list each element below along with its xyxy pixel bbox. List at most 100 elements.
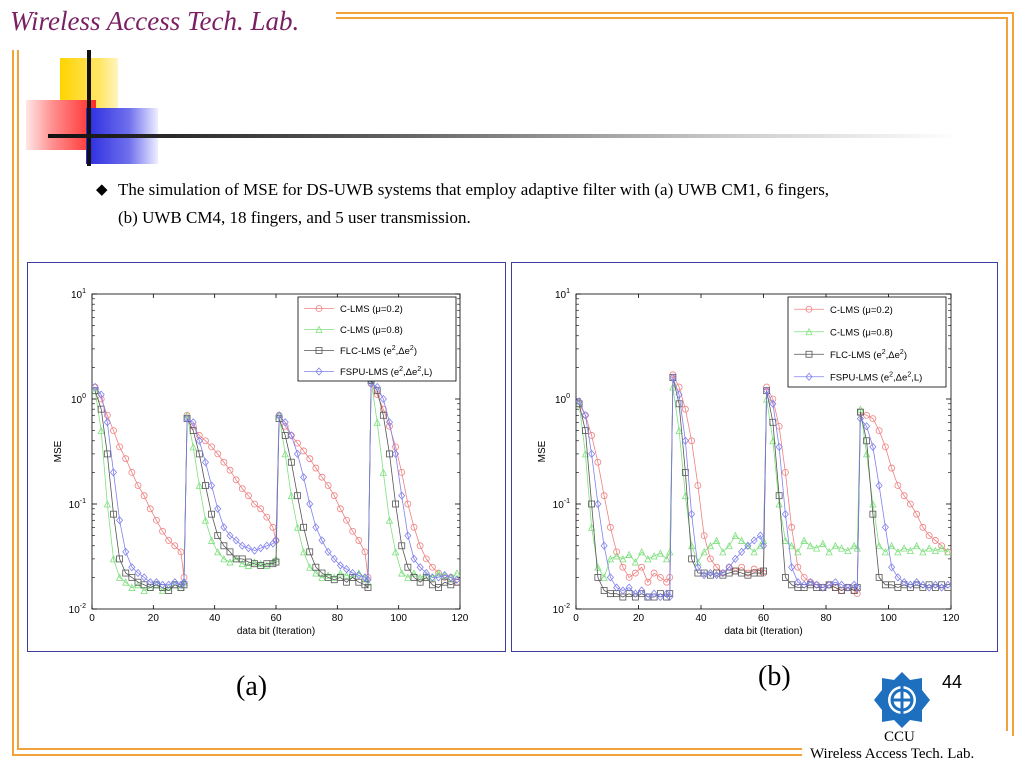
- data-point: [404, 531, 412, 540]
- data-point: [398, 468, 406, 476]
- data-point: [422, 555, 430, 563]
- x-tick-label: 0: [89, 613, 95, 624]
- data-point: [287, 491, 295, 500]
- bottom-rule-inner: [17, 748, 802, 750]
- data-point: [355, 571, 363, 580]
- data-point: [416, 542, 424, 550]
- data-point: [263, 541, 271, 550]
- legend-label: FLC-LMS (e2,Δe2): [340, 345, 417, 357]
- data-point: [619, 555, 627, 563]
- deco-vertical-bar: [87, 50, 91, 166]
- data-point: [750, 565, 758, 573]
- data-point: [128, 583, 136, 591]
- data-point: [343, 564, 351, 574]
- data-point: [318, 573, 326, 581]
- legend: C-LMS (μ=0.2) C-LMS (μ=0.8) FLC-LMS (e2,Δe…: [787, 296, 947, 388]
- data-point: [594, 499, 602, 509]
- data-point: [594, 458, 602, 466]
- data-point: [220, 555, 228, 563]
- data-point: [613, 583, 621, 592]
- data-point: [831, 578, 839, 587]
- data-point: [257, 559, 265, 568]
- data-point: [756, 541, 765, 550]
- data-point: [195, 481, 203, 489]
- data-point: [666, 547, 674, 556]
- data-point: [324, 547, 332, 556]
- data-point: [806, 541, 815, 550]
- x-tick-label: 80: [332, 613, 344, 624]
- chart-a: 0 20 40 60 80 100 120 10-2 10-1 100 101 data bit (I…: [53, 288, 469, 637]
- legend-swatch-marker: [315, 305, 323, 312]
- bottom-rule: [12, 754, 802, 756]
- data-point: [719, 547, 727, 556]
- data-point: [694, 563, 702, 572]
- data-point: [637, 547, 646, 556]
- data-point: [850, 541, 858, 550]
- data-point: [853, 544, 861, 552]
- x-tick-label: 20: [148, 613, 160, 624]
- data-point: [800, 580, 808, 589]
- data-point: [638, 563, 646, 571]
- data-point: [250, 558, 259, 566]
- data-point: [140, 586, 148, 594]
- data-point: [781, 536, 790, 544]
- data-point: [863, 437, 871, 445]
- data-point: [794, 547, 802, 556]
- y-tick-label: 10-1: [553, 498, 570, 511]
- data-point: [925, 544, 933, 552]
- data-point: [688, 555, 696, 563]
- data-point: [869, 442, 877, 451]
- data-point: [881, 547, 890, 556]
- data-point: [244, 544, 252, 553]
- data-point: [214, 504, 222, 513]
- data-point: [700, 547, 708, 556]
- data-point: [103, 500, 111, 508]
- data-point: [594, 563, 602, 571]
- data-point: [330, 573, 338, 581]
- data-point: [600, 573, 608, 581]
- data-point: [894, 482, 902, 489]
- data-point: [925, 532, 933, 540]
- data-point: [281, 418, 289, 427]
- legend-label: C-LMS (μ=0.2): [340, 304, 403, 315]
- data-point: [625, 550, 633, 558]
- data-point: [662, 555, 671, 563]
- x-axis-label: data bit (Iteration): [237, 626, 315, 637]
- x-tick-label: 120: [452, 613, 469, 624]
- data-point: [912, 541, 921, 550]
- data-point: [706, 541, 715, 550]
- data-point: [128, 468, 136, 476]
- data-point: [844, 546, 852, 554]
- data-point: [364, 584, 372, 591]
- data-point: [404, 563, 412, 571]
- data-point: [183, 414, 191, 423]
- data-point: [355, 537, 363, 544]
- data-point: [625, 573, 633, 581]
- y-tick-label: 100: [71, 393, 86, 406]
- data-point: [361, 548, 369, 556]
- data-point: [576, 400, 583, 408]
- data-point: [906, 580, 914, 589]
- data-point: [300, 473, 308, 482]
- data-point: [343, 516, 350, 524]
- data-point: [306, 455, 314, 463]
- data-point: [925, 583, 933, 592]
- data-point: [238, 485, 246, 493]
- data-point: [189, 442, 197, 451]
- data-point: [725, 563, 733, 572]
- data-point: [300, 523, 308, 531]
- data-point: [404, 573, 412, 581]
- data-point: [373, 418, 381, 426]
- data-point: [201, 458, 209, 467]
- deco-horizontal-bar: [48, 134, 958, 138]
- y-tick-label: 10-2: [553, 603, 570, 616]
- data-point: [913, 578, 921, 587]
- data-point: [763, 383, 771, 391]
- data-point: [631, 558, 640, 566]
- data-point: [931, 580, 939, 589]
- data-point: [293, 449, 301, 459]
- data-point: [122, 578, 130, 586]
- x-tick-label: 60: [758, 613, 770, 624]
- data-point: [195, 450, 203, 458]
- legend-swatch-marker: [315, 325, 323, 333]
